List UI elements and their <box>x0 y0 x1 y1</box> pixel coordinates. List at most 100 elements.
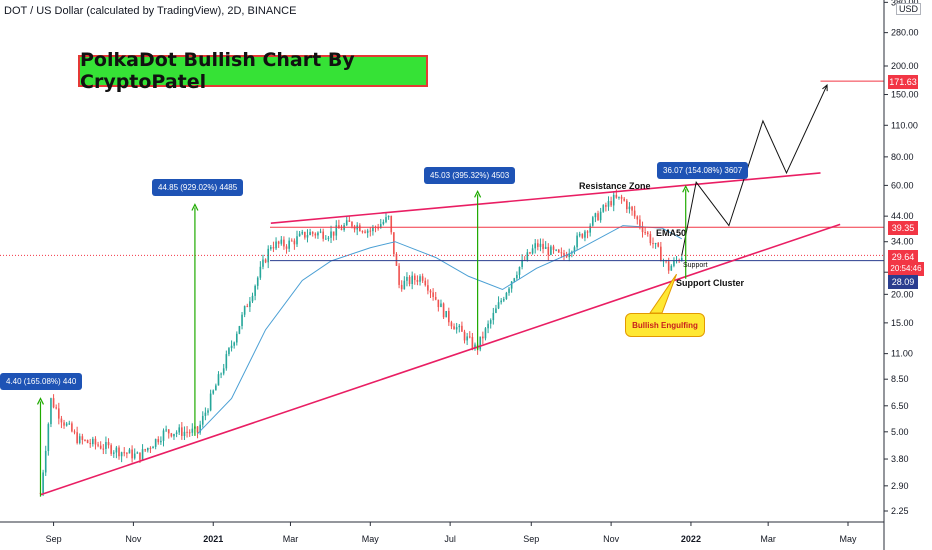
candle-body <box>482 336 484 339</box>
candle-body <box>105 442 107 449</box>
candle-body <box>296 236 298 245</box>
candle-body <box>568 253 571 258</box>
candle-body <box>560 252 563 254</box>
candle-body <box>450 322 453 327</box>
x-tick-label: May <box>362 534 380 544</box>
candle-body <box>489 320 492 324</box>
candle-body <box>139 452 141 460</box>
candle-body <box>492 312 495 321</box>
candle-body <box>361 231 364 233</box>
candle-body <box>201 415 204 425</box>
candle-body <box>366 230 369 233</box>
candle-body <box>110 445 112 454</box>
candle-body <box>495 308 497 313</box>
candle-body <box>241 314 243 327</box>
candle-body <box>254 285 256 296</box>
candle-body <box>364 231 366 233</box>
candle-body <box>442 303 445 318</box>
candle-body <box>225 354 228 369</box>
candle-body <box>670 265 673 271</box>
y-tick-label: 15.00 <box>891 318 914 328</box>
candle-body <box>539 243 542 247</box>
y-tick-label: 110.00 <box>891 120 918 130</box>
candle-body <box>63 422 65 426</box>
candle-body <box>557 249 560 253</box>
candle-body <box>607 201 610 207</box>
candle-body <box>353 226 356 230</box>
candle-body <box>50 398 52 425</box>
candle-body <box>84 439 86 441</box>
candle-body <box>165 429 167 431</box>
candle-body <box>654 243 657 245</box>
candle-body <box>157 439 160 443</box>
y-tick-label: 34.00 <box>891 237 914 247</box>
candle-body <box>191 428 194 433</box>
candle-body <box>212 390 215 394</box>
y-tick-label: 3.80 <box>891 454 909 464</box>
candle-body <box>518 266 521 275</box>
candle-body <box>188 432 191 434</box>
candle-body <box>550 246 552 255</box>
candle-body <box>429 290 432 293</box>
currency-label[interactable]: USD <box>896 3 922 15</box>
candle-body <box>526 252 529 261</box>
candle-body <box>461 325 463 332</box>
candle-body <box>398 265 400 285</box>
candle-body <box>602 205 605 212</box>
candle-body <box>586 231 589 233</box>
candle-body <box>133 453 136 459</box>
x-tick-label: Nov <box>603 534 620 544</box>
measured-move-arrowhead <box>682 184 690 193</box>
support-price-tag: 28.09 <box>888 275 918 289</box>
candle-body <box>141 449 144 460</box>
candle-body <box>448 311 450 323</box>
candle-body <box>610 201 612 206</box>
candle-body <box>196 426 199 433</box>
candle-body <box>372 227 374 232</box>
candle-body <box>57 408 60 419</box>
candle-body <box>170 433 173 437</box>
candle-body <box>505 292 508 299</box>
candle-body <box>537 243 539 247</box>
candle-body <box>620 196 623 199</box>
x-tick-label: 2022 <box>681 534 701 544</box>
candle-body <box>348 220 351 222</box>
candle-body <box>351 221 353 227</box>
candle-body <box>369 230 372 232</box>
y-tick-label: 200.00 <box>891 61 919 71</box>
candle-body <box>529 252 531 254</box>
candle-body <box>510 281 513 289</box>
candle-body <box>594 213 597 218</box>
candle-body <box>128 449 131 454</box>
candle-body <box>626 200 628 210</box>
candle-body <box>136 452 139 454</box>
overlay-lines <box>0 80 884 497</box>
candle-body <box>76 432 78 444</box>
candle-body <box>576 235 578 248</box>
y-tick-label: 280.00 <box>891 28 919 38</box>
candle-body <box>102 448 105 450</box>
target-price-tag: 171.63 <box>888 75 918 89</box>
candle-body <box>126 452 128 454</box>
candle-body <box>466 336 468 341</box>
candle-body <box>636 216 639 220</box>
candle-body <box>238 326 241 334</box>
candle-body <box>319 231 322 233</box>
candle-body <box>649 234 652 244</box>
symbol-title: DOT / US Dollar (calculated by TradingVi… <box>4 5 297 17</box>
candle-body <box>120 452 123 457</box>
candle-body <box>534 243 537 249</box>
candle-body <box>458 325 461 328</box>
candle-body <box>304 231 306 238</box>
ema50-label: EMA50 <box>656 228 687 238</box>
support-label: Support <box>683 262 708 269</box>
candle-body <box>71 423 73 432</box>
x-tick-label: 2021 <box>203 534 223 544</box>
candle-body <box>605 205 607 207</box>
candle-body <box>309 232 311 236</box>
y-tick-label: 8.50 <box>891 374 909 384</box>
candle-body <box>597 213 599 221</box>
candle-body <box>424 280 427 286</box>
candle-body <box>390 215 393 233</box>
